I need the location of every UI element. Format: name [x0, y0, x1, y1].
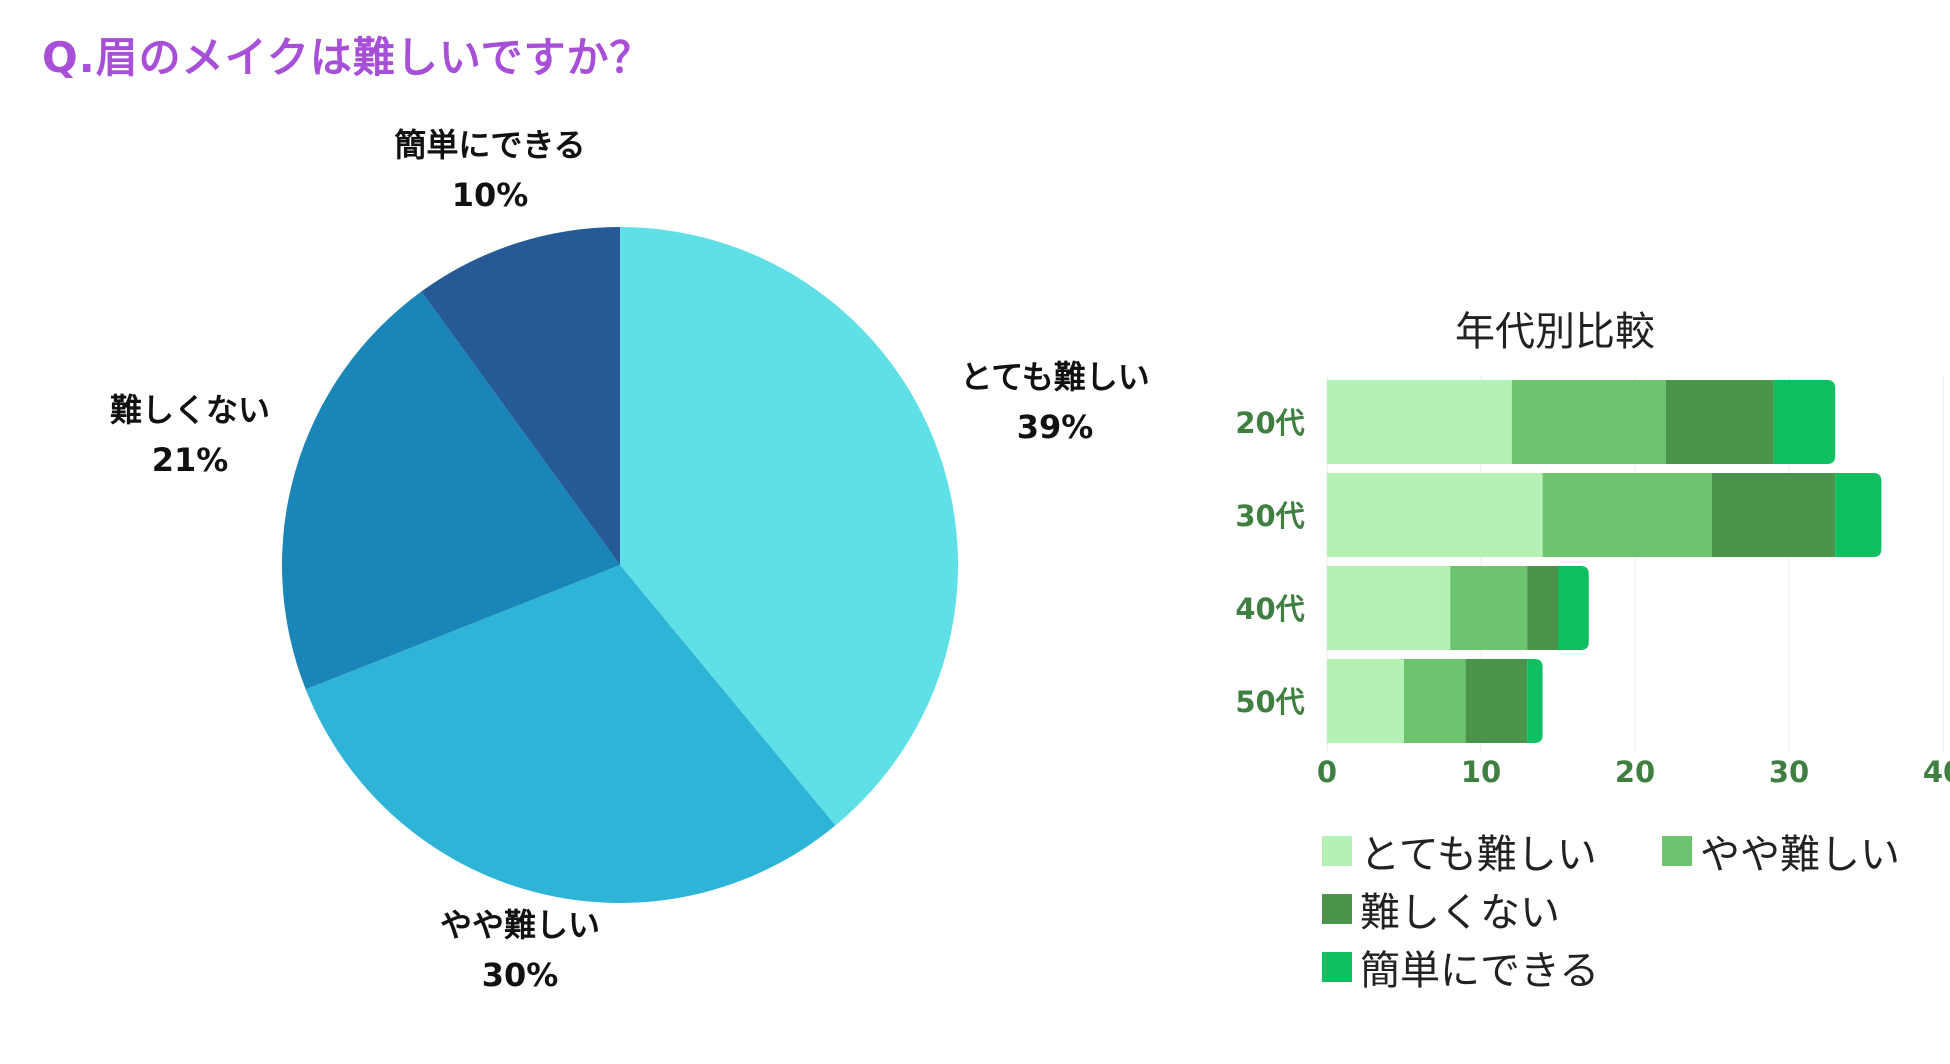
legend-item-easy: 簡単にできる — [1322, 938, 1599, 996]
bar-chart-title: 年代別比較 — [1455, 309, 1655, 355]
pie-slice-very-hard — [620, 227, 958, 826]
legend-label-easy: 簡単にできる — [1360, 948, 1600, 994]
pie-label-easy-name: 簡単にできる — [394, 126, 586, 164]
pie-label-easy: 簡単にできる 10% — [340, 120, 640, 220]
bar-segment — [1712, 473, 1836, 557]
x-tick-label: 30 — [1769, 755, 1809, 789]
pie-slice-somewhat-hard — [305, 565, 836, 903]
bar-segment — [1542, 473, 1712, 557]
bar-segment — [1327, 380, 1512, 464]
y-category-label: 40代 — [1235, 592, 1304, 626]
pie-label-somewhat-hard: やや難しい 30% — [370, 900, 670, 1000]
pie-label-somewhat-hard-percent: 30% — [481, 956, 559, 994]
pie-label-not-hard-name: 難しくない — [109, 391, 270, 429]
bar-segment — [1450, 566, 1528, 650]
y-category-label: 20代 — [1235, 406, 1304, 440]
pie-slice-not-hard — [281, 291, 620, 690]
x-tick-label: 0 — [1317, 755, 1337, 789]
bar-segment — [1404, 659, 1466, 743]
legend-label-not-hard: 難しくない — [1360, 890, 1560, 936]
pie-label-very-hard-name: とても難しい — [960, 358, 1150, 396]
legend-label-very-hard: とても難しい — [1360, 832, 1597, 878]
bar-segment — [1558, 566, 1589, 650]
x-tick-label: 40 — [1923, 755, 1950, 789]
bar-segment — [1527, 566, 1558, 650]
legend-swatch-easy — [1322, 952, 1352, 982]
pie-label-not-hard: 難しくない 21% — [60, 385, 320, 485]
pie-label-easy-percent: 10% — [451, 176, 529, 214]
y-category-label: 30代 — [1235, 499, 1304, 533]
chart-question-title: Q.眉のメイクは難しいですか？ — [42, 33, 653, 82]
pie-label-not-hard-percent: 21% — [151, 441, 229, 479]
legend-swatch-somewhat-hard — [1662, 836, 1692, 866]
legend-swatch-very-hard — [1322, 836, 1352, 866]
pie-label-very-hard-percent: 39% — [1016, 408, 1094, 446]
legend-swatch-not-hard — [1322, 894, 1352, 924]
pie-label-somewhat-hard-name: やや難しい — [439, 906, 600, 944]
pie-slice-easy — [421, 227, 620, 565]
bar-segment — [1511, 380, 1666, 464]
bar-segment — [1773, 380, 1836, 464]
legend-item-very-hard: とても難しい — [1322, 822, 1597, 880]
bar-segment — [1835, 473, 1882, 557]
bar-segment — [1327, 566, 1451, 650]
bar-segment — [1327, 473, 1543, 557]
bar-segment — [1527, 659, 1543, 743]
legend-label-somewhat-hard: やや難しい — [1700, 832, 1900, 878]
y-category-label: 50代 — [1235, 685, 1304, 719]
bar-segment — [1665, 380, 1774, 464]
x-tick-label: 20 — [1615, 755, 1655, 789]
bar-segment — [1465, 659, 1528, 743]
x-tick-label: 10 — [1461, 755, 1501, 789]
legend-item-not-hard: 難しくない — [1322, 880, 1560, 938]
bar-segment — [1327, 659, 1404, 743]
pie-label-very-hard: とても難しい 39% — [900, 352, 1210, 452]
legend-item-somewhat-hard: やや難しい — [1662, 822, 1900, 880]
